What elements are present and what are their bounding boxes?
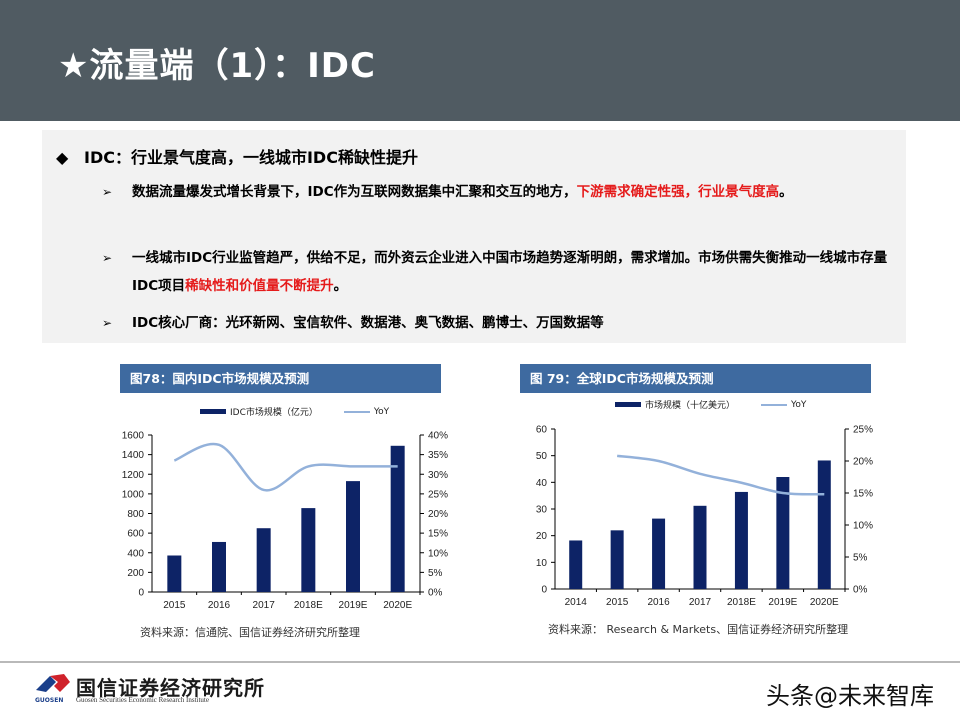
legend-bar-swatch — [200, 409, 226, 414]
chart-79-title: 图 79：全球IDC市场规模及预测 — [520, 364, 871, 393]
svg-text:50: 50 — [536, 451, 548, 462]
svg-text:2015: 2015 — [606, 597, 629, 608]
svg-text:1200: 1200 — [122, 470, 145, 481]
svg-text:1000: 1000 — [122, 489, 145, 500]
chart-79-legend: 市场规模（十亿美元） YoY — [615, 398, 806, 411]
point-end: 。 — [779, 184, 793, 200]
svg-text:400: 400 — [127, 548, 144, 559]
watermark: 头条@未来智库 — [766, 682, 934, 710]
legend-bar-swatch — [615, 402, 641, 407]
svg-text:15%: 15% — [428, 529, 448, 540]
logo-cn-text: 国信证券经济研究所 — [76, 676, 265, 700]
svg-text:1400: 1400 — [122, 450, 145, 461]
point-text: IDC核心厂商：光环新网、宝信软件、数据港、奥飞数据、鹏博士、万国数据等 — [132, 315, 604, 331]
svg-text:2016: 2016 — [208, 600, 231, 610]
svg-text:2019E: 2019E — [339, 600, 368, 610]
svg-text:40: 40 — [536, 478, 548, 489]
point-end: 。 — [333, 278, 348, 294]
svg-text:2018E: 2018E — [294, 600, 323, 610]
svg-text:1600: 1600 — [122, 431, 145, 442]
svg-text:0%: 0% — [853, 585, 868, 596]
main-bullet: ◆ IDC：行业景气度高，一线城市IDC稀缺性提升 — [56, 144, 418, 168]
svg-text:2018E: 2018E — [727, 597, 756, 608]
svg-text:15%: 15% — [853, 489, 873, 500]
svg-text:2017: 2017 — [689, 597, 712, 608]
svg-text:10: 10 — [536, 558, 548, 569]
chart-78-title: 图78：国内IDC市场规模及预测 — [120, 364, 441, 393]
svg-text:10%: 10% — [853, 521, 873, 532]
logo-sub-text: GUOSEN — [35, 697, 64, 704]
arrow-bullet-icon: ➢ — [102, 251, 113, 265]
svg-text:2016: 2016 — [647, 597, 670, 608]
diamond-bullet-icon: ◆ — [56, 148, 69, 167]
svg-text:2020E: 2020E — [383, 600, 412, 610]
point-text: 一线城市IDC行业监管趋严，供给不足，而外资云企业进入中国市场趋势逐渐明朗，需求… — [132, 250, 888, 294]
svg-text:20%: 20% — [853, 457, 873, 468]
svg-text:800: 800 — [127, 509, 144, 520]
svg-text:2017: 2017 — [253, 600, 276, 610]
legend-line-swatch — [343, 410, 370, 413]
point-1: ➢ 数据流量爆发式增长背景下，IDC作为互联网数据集中汇聚和交互的地方，下游需求… — [102, 178, 892, 206]
svg-text:600: 600 — [127, 529, 144, 540]
main-bullet-text: IDC：行业景气度高，一线城市IDC稀缺性提升 — [84, 148, 418, 167]
svg-text:35%: 35% — [428, 450, 448, 461]
point-2: ➢ 一线城市IDC行业监管趋严，供给不足，而外资云企业进入中国市场趋势逐渐明朗，… — [102, 244, 892, 300]
chart-78-legend: IDC市场规模（亿元） YoY — [200, 405, 389, 418]
page-title: ★流量端（1）：IDC — [58, 46, 376, 86]
arrow-bullet-icon: ➢ — [102, 185, 113, 199]
svg-text:20: 20 — [536, 531, 548, 542]
legend-line-label: YoY — [791, 399, 807, 410]
legend-line-label: YoY — [373, 406, 390, 417]
header-band: ★流量端（1）：IDC — [0, 0, 960, 121]
point-highlight: 下游需求确定性强，行业景气度高 — [576, 184, 780, 200]
legend-bar-label: IDC市场规模（亿元） — [230, 408, 318, 418]
chart-79-plot: 0 10 20 30 40 50 60 0% 5% 10% 15% 20% 25% 2014 2015 201… — [536, 425, 873, 609]
svg-text:30: 30 — [536, 505, 548, 516]
svg-text:25%: 25% — [853, 425, 873, 436]
svg-text:2014: 2014 — [565, 597, 588, 608]
svg-text:25%: 25% — [428, 489, 448, 500]
svg-text:2019E: 2019E — [768, 597, 797, 608]
svg-text:2020E: 2020E — [810, 597, 839, 608]
chart-79-source: 资料来源： Research & Markets、国信证券经济研究所整理 — [548, 623, 849, 636]
svg-text:0: 0 — [541, 585, 547, 596]
svg-text:5%: 5% — [853, 553, 868, 564]
svg-text:60: 60 — [536, 425, 548, 436]
legend-bar-label: 市场规模（十亿美元） — [645, 401, 736, 411]
svg-text:30%: 30% — [428, 470, 448, 481]
svg-text:5%: 5% — [428, 568, 443, 579]
guosen-logo-icon — [36, 674, 70, 692]
svg-text:20%: 20% — [428, 509, 448, 520]
chart-78-source: 资料来源：信通院、国信证券经济研究所整理 — [140, 626, 360, 639]
logo-en-text: Guosen Securities Economic Research Inst… — [76, 696, 209, 704]
footer-divider — [0, 661, 960, 663]
svg-text:40%: 40% — [428, 431, 448, 442]
legend-line-swatch — [761, 403, 788, 406]
summary-box: ◆ IDC：行业景气度高，一线城市IDC稀缺性提升 ➢ 数据流量爆发式增长背景下，… — [42, 130, 906, 343]
point-highlight: 稀缺性和价值量不断提升 — [185, 278, 334, 294]
point-text: 数据流量爆发式增长背景下，IDC作为互联网数据集中汇聚和交互的地方， — [132, 184, 577, 200]
arrow-bullet-icon: ➢ — [102, 316, 113, 330]
chart-78-plot: 0 200 400 600 800 1000 1200 1400 1600 0% 5% 10% 15% 2… — [122, 431, 448, 611]
point-3: ➢ IDC核心厂商：光环新网、宝信软件、数据港、奥飞数据、鹏博士、万国数据等 — [102, 309, 892, 337]
svg-text:0%: 0% — [428, 588, 443, 599]
svg-text:2015: 2015 — [163, 600, 186, 610]
svg-text:0: 0 — [138, 588, 144, 599]
svg-text:200: 200 — [127, 568, 144, 579]
svg-text:10%: 10% — [428, 548, 448, 559]
